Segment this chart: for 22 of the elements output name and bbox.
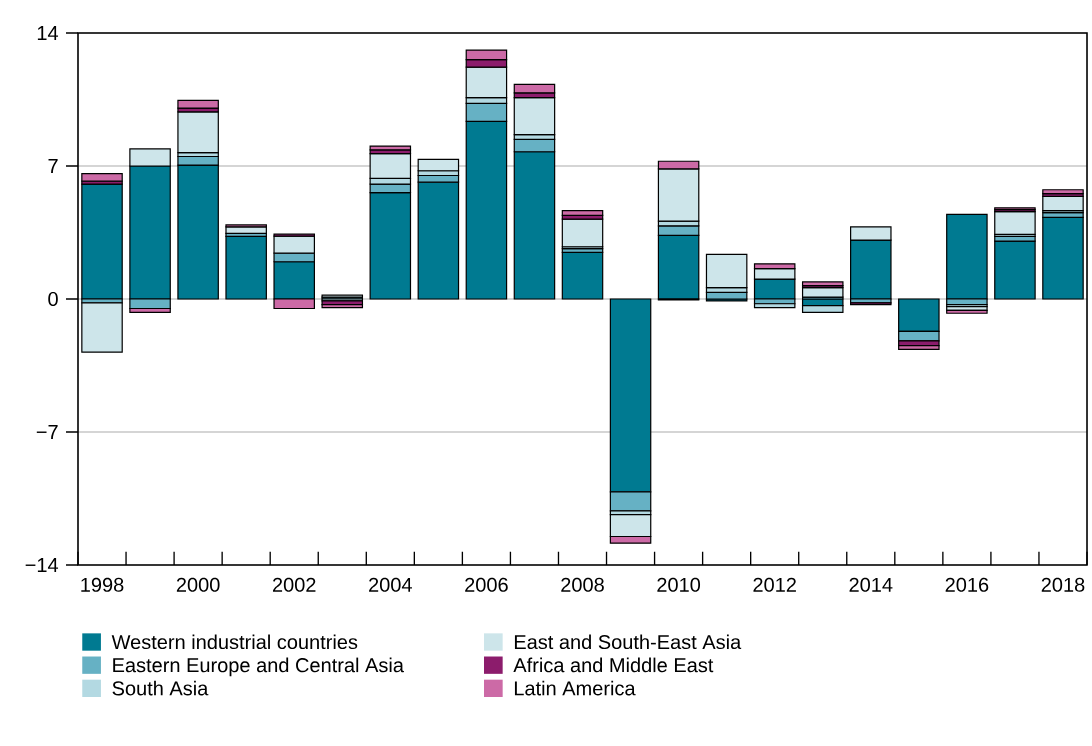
x-tick-label: 2000 [176, 577, 220, 592]
legend-label: South Asia [112, 680, 209, 696]
legend-label: Western industrial countries [111, 634, 358, 650]
x-tick-label: 1998 [81, 577, 124, 592]
x-tick-label: 2012 [753, 577, 796, 592]
x-tick-label: 2002 [272, 577, 316, 592]
y-tick-label: 14 [37, 26, 59, 40]
x-tick-label: 2008 [561, 577, 604, 592]
y-tick-label: 7 [48, 159, 58, 173]
legend-label: East and South-East Asia [514, 634, 742, 650]
y-tick-label: −7 [36, 425, 58, 439]
x-tick-label: 2018 [1041, 577, 1085, 592]
x-tick-label: 2006 [465, 577, 508, 592]
x-tick-label: 2010 [657, 577, 701, 592]
y-tick-label: 0 [48, 291, 58, 307]
legend-label: Latin America [514, 680, 636, 696]
x-tick-label: 2014 [849, 577, 893, 592]
legend-label: Africa and Middle East [513, 657, 714, 673]
x-tick-label: 2016 [945, 577, 989, 592]
y-tick-label: −14 [25, 558, 59, 572]
legend-label: Eastern Europe and Central Asia [113, 657, 404, 677]
x-tick-label: 2004 [369, 577, 412, 592]
